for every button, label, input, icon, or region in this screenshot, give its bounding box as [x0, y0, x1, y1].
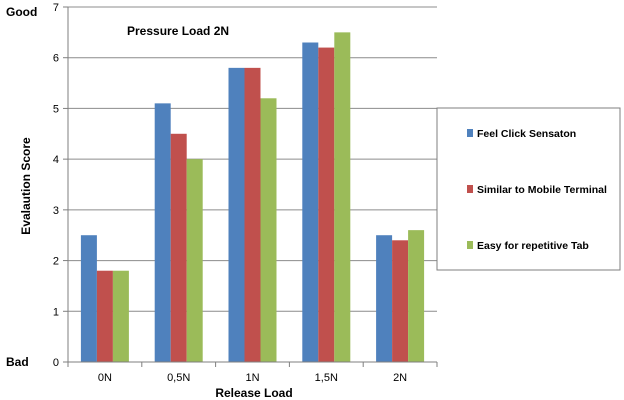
- bar-s2-c1: [186, 159, 203, 362]
- bar-s1-c2: [244, 67, 261, 362]
- y-tick-label-6: 6: [53, 53, 59, 65]
- bar-s0-c4: [376, 235, 393, 362]
- bar-s1-c4: [392, 240, 409, 362]
- y-tick-label-2: 2: [53, 256, 59, 268]
- legend-swatch-0: [467, 129, 473, 137]
- bar-s2-c0: [112, 270, 129, 362]
- bar-s2-c3: [334, 32, 351, 362]
- x-tick-label-3: 1,5N: [315, 372, 338, 384]
- y-axis-ticks: 0 1 2 3 4 5 6 7: [53, 2, 68, 369]
- legend-label-2: Easy for repetitive Tab: [477, 240, 589, 252]
- y-tick-label-7: 7: [53, 2, 59, 14]
- y-tick-label-4: 4: [53, 154, 59, 166]
- bar-s2-c4: [408, 230, 425, 362]
- legend-swatch-2: [467, 241, 473, 249]
- y-tick-label-0: 0: [53, 357, 59, 369]
- y-tick-label-3: 3: [53, 205, 59, 217]
- x-tick-label-1: 0,5N: [167, 372, 190, 384]
- bar-s0-c0: [80, 235, 97, 362]
- bar-s0-c3: [302, 42, 319, 362]
- y-top-label: Good: [6, 5, 37, 19]
- y-tick-label-1: 1: [53, 306, 59, 318]
- x-tick-label-2: 1N: [245, 372, 259, 384]
- x-tick-label-0: 0N: [98, 372, 112, 384]
- axes: [67, 7, 437, 363]
- x-axis-ticks: 0N 0,5N 1N 1,5N 2N: [67, 362, 438, 384]
- x-axis-title: Release Load: [215, 386, 292, 400]
- bar-s2-c2: [260, 98, 277, 363]
- bars: [80, 32, 425, 363]
- legend: Feel Click Sensaton Similar to Mobile Ter…: [436, 107, 621, 271]
- legend-items: Feel Click Sensaton Similar to Mobile Ter…: [467, 128, 607, 252]
- bar-s0-c2: [228, 67, 245, 362]
- y-tick-label-5: 5: [53, 103, 59, 115]
- legend-label-1: Similar to Mobile Terminal: [477, 184, 607, 196]
- x-tick-label-4: 2N: [393, 372, 407, 384]
- bar-s1-c3: [318, 47, 335, 362]
- y-axis-title: Evalaution Score: [19, 137, 33, 235]
- bar-s1-c1: [170, 133, 187, 362]
- chart-title: Pressure Load 2N: [127, 24, 229, 38]
- bar-s0-c1: [154, 103, 171, 362]
- legend-label-0: Feel Click Sensaton: [477, 128, 576, 140]
- bar-s1-c0: [96, 270, 113, 362]
- legend-swatch-1: [467, 185, 473, 193]
- y-bottom-label: Bad: [6, 355, 29, 369]
